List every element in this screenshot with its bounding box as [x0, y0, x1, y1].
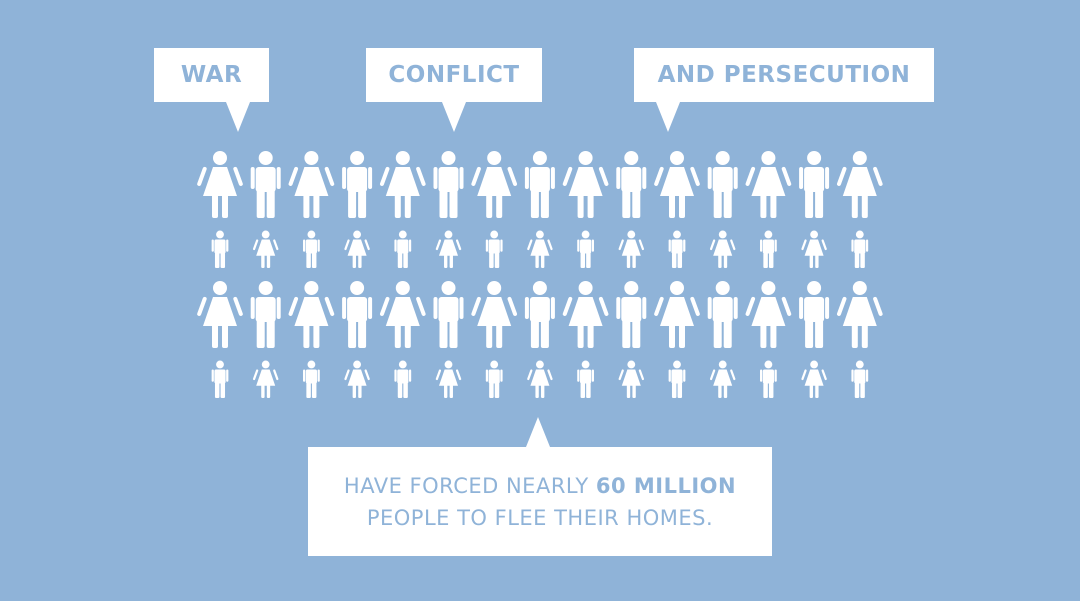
- girl-icon: [344, 360, 370, 398]
- boy-icon: [303, 360, 320, 398]
- boy-icon: [485, 360, 503, 398]
- woman-icon: [288, 151, 335, 218]
- woman-icon: [197, 151, 243, 218]
- caption-prefix: HAVE FORCED NEARLY: [343, 473, 596, 498]
- boy-icon: [760, 360, 777, 398]
- boy-icon: [851, 230, 869, 268]
- woman-icon: [745, 151, 792, 218]
- girl-icon: [527, 360, 553, 398]
- woman-icon: [471, 281, 518, 348]
- man-icon: [433, 281, 464, 348]
- woman-icon: [379, 281, 426, 348]
- boy-icon: [394, 360, 412, 398]
- label-persecution: AND PERSECUTION: [634, 48, 934, 132]
- girl-icon: [435, 230, 462, 268]
- man-icon: [342, 151, 373, 218]
- label-war-text: WAR: [180, 62, 243, 88]
- boy-icon: [668, 230, 686, 268]
- man-icon: [616, 151, 647, 218]
- boy-icon: [211, 360, 229, 398]
- man-icon: [616, 281, 647, 348]
- man-icon: [707, 281, 738, 348]
- boy-icon: [760, 230, 777, 268]
- girl-icon: [709, 230, 736, 268]
- girl-icon: [618, 230, 645, 268]
- girl-icon: [801, 230, 827, 268]
- boy-icon: [211, 230, 229, 268]
- man-icon: [250, 281, 281, 348]
- girl-icon: [709, 360, 736, 398]
- woman-icon: [562, 151, 609, 218]
- label-conflict-text: CONFLICT: [388, 62, 520, 88]
- woman-icon: [836, 151, 883, 218]
- boy-icon: [485, 230, 503, 268]
- man-icon: [524, 151, 555, 218]
- girl-icon: [252, 230, 279, 268]
- woman-icon: [654, 281, 700, 348]
- girl-icon: [344, 230, 370, 268]
- man-icon: [342, 281, 373, 348]
- girl-icon: [252, 360, 279, 398]
- caption-bubble: HAVE FORCED NEARLY 60 MILLION PEOPLE TO …: [308, 417, 772, 556]
- man-icon: [250, 151, 281, 218]
- boy-icon: [303, 230, 320, 268]
- boy-icon: [577, 230, 594, 268]
- girl-icon: [435, 360, 462, 398]
- man-icon: [524, 281, 555, 348]
- label-persecution-text: AND PERSECUTION: [657, 62, 911, 88]
- woman-icon: [562, 281, 609, 348]
- speech-tail: [442, 102, 466, 132]
- girl-icon: [527, 230, 553, 268]
- woman-icon: [288, 281, 335, 348]
- woman-icon: [379, 151, 426, 218]
- boy-icon: [851, 360, 869, 398]
- caption-line-1: HAVE FORCED NEARLY 60 MILLION: [344, 470, 736, 502]
- label-war: WAR: [154, 48, 269, 132]
- speech-tail: [656, 102, 680, 132]
- man-icon: [707, 151, 738, 218]
- girl-icon: [618, 360, 645, 398]
- girl-icon: [801, 360, 827, 398]
- woman-icon: [654, 151, 700, 218]
- speech-tail: [526, 417, 550, 447]
- woman-icon: [197, 281, 243, 348]
- boy-icon: [577, 360, 594, 398]
- caption-line-2: PEOPLE TO FLEE THEIR HOMES.: [366, 505, 714, 530]
- woman-icon: [745, 281, 792, 348]
- man-icon: [433, 151, 464, 218]
- woman-icon: [836, 281, 883, 348]
- label-conflict: CONFLICT: [366, 48, 542, 132]
- boy-icon: [668, 360, 686, 398]
- man-icon: [799, 281, 830, 348]
- caption-emphasis: 60 MILLION: [595, 473, 737, 498]
- woman-icon: [471, 151, 518, 218]
- man-icon: [799, 151, 830, 218]
- speech-tail: [226, 102, 250, 132]
- boy-icon: [394, 230, 412, 268]
